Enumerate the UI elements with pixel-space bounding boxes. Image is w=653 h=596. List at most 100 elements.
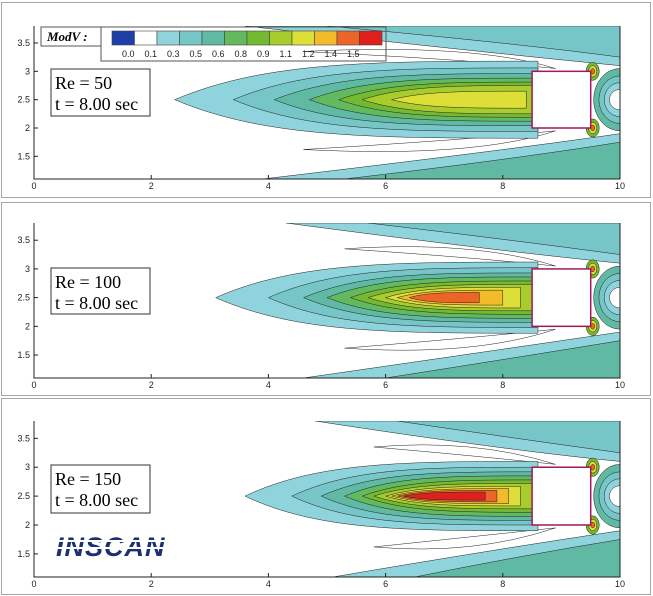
legend-tick-label: 0.1 <box>144 49 157 59</box>
legend-swatch-1 <box>111 30 135 46</box>
legend-tick-label: 1.4 <box>324 49 337 59</box>
legend-tick-label: 0.5 <box>189 49 202 59</box>
y-tick-label: 1.5 <box>17 350 30 360</box>
y-tick-label: 2 <box>25 123 30 133</box>
legend-swatch-2 <box>134 30 158 46</box>
contour-band-10 <box>403 491 486 501</box>
wake-contour-4 <box>609 89 620 111</box>
contour-plot-area <box>34 421 620 577</box>
legend-swatch-10 <box>314 30 338 46</box>
legend-tick-label: 0.0 <box>122 49 135 59</box>
legend-tick-label: 0.8 <box>234 49 247 59</box>
y-tick-label: 3.5 <box>17 235 30 245</box>
lower-far-field-2 <box>344 141 620 179</box>
obstacle <box>531 466 592 526</box>
x-tick-label: 10 <box>615 579 625 589</box>
y-tick-label: 3 <box>25 66 30 76</box>
y-tick-label: 2 <box>25 520 30 530</box>
upper-far-field-2 <box>367 223 620 255</box>
legend-tick-label: 0.3 <box>167 49 180 59</box>
reynolds-label: Re = 50 <box>55 73 112 93</box>
legend-swatch-5 <box>201 30 225 46</box>
x-tick-label: 8 <box>500 181 505 191</box>
legend-swatch-11 <box>336 30 360 46</box>
upper-shear-layer <box>303 49 556 69</box>
time-label: t = 8.00 sec <box>55 293 138 313</box>
legend-tick-label: 1.1 <box>279 49 292 59</box>
y-tick-label: 3.5 <box>17 433 30 443</box>
lower-shear-layer <box>344 328 556 351</box>
x-tick-label: 0 <box>31 181 36 191</box>
reynolds-label: Re = 100 <box>55 272 121 292</box>
legend-swatch-4 <box>179 30 203 46</box>
x-tick-label: 2 <box>149 579 154 589</box>
legend-tick-label: 1.2 <box>302 49 315 59</box>
contour-band-9 <box>408 292 480 304</box>
annotation-box <box>50 464 151 514</box>
x-tick-label: 0 <box>31 380 36 390</box>
x-tick-label: 4 <box>266 579 271 589</box>
y-tick-label: 2.5 <box>17 293 30 303</box>
x-tick-label: 4 <box>266 181 271 191</box>
obstacle <box>531 70 592 129</box>
legend-title: ModV : <box>46 29 88 44</box>
legend-swatch-3 <box>156 30 180 46</box>
legend-swatch-6 <box>224 30 248 46</box>
colour-legend: ModV : 0.0 0.1 0.3 0.5 0.6 0.8 0.9 1.1 1.2 1.4 1.5 <box>40 26 387 62</box>
lower-far-field-2 <box>385 340 620 378</box>
logo-stripe <box>54 540 224 542</box>
x-tick-label: 6 <box>383 181 388 191</box>
x-tick-label: 2 <box>149 380 154 390</box>
reynolds-label: Re = 150 <box>55 469 121 489</box>
y-tick-label: 2 <box>25 321 30 331</box>
legend-tick-label: 0.6 <box>212 49 225 59</box>
legend-frame <box>100 26 387 62</box>
lower-far-field-2 <box>414 539 620 577</box>
time-label: t = 8.00 sec <box>55 490 138 510</box>
y-tick-label: 1.5 <box>17 151 30 161</box>
x-tick-label: 8 <box>500 579 505 589</box>
upper-far-field-2 <box>397 421 620 454</box>
contour-plot-area <box>34 26 620 179</box>
obstacle <box>531 268 592 328</box>
panel-re-1: 0 2 4 6 8 10 1.5 2 2.5 3 3.5 Re = 50t = 8.00 sec <box>1 2 651 198</box>
x-tick-label: 6 <box>383 380 388 390</box>
y-tick-label: 3 <box>25 264 30 274</box>
wake-contour-4 <box>609 485 620 507</box>
logo-stripe <box>54 547 224 549</box>
y-tick-label: 2.5 <box>17 95 30 105</box>
x-tick-label: 4 <box>266 380 271 390</box>
y-tick-label: 3 <box>25 462 30 472</box>
legend-swatch-8 <box>269 30 293 46</box>
annotation-box <box>50 267 151 315</box>
upper-shear-layer <box>344 246 556 267</box>
axes-frame <box>33 421 621 578</box>
inscan-logo: INSCAN <box>54 532 224 562</box>
legend-tick-label: 0.9 <box>257 49 270 59</box>
x-tick-label: 2 <box>149 181 154 191</box>
y-tick-label: 1.5 <box>17 549 30 559</box>
contour-band-7 <box>391 90 527 109</box>
time-label: t = 8.00 sec <box>55 94 138 114</box>
legend-tick-label: 1.5 <box>347 49 360 59</box>
y-tick-label: 2.5 <box>17 491 30 501</box>
wake-contour-4 <box>609 287 620 309</box>
legend-tick-labels: 0.0 0.1 0.3 0.5 0.6 0.8 0.9 1.1 1.2 1.4 1.5 <box>122 49 360 59</box>
annotation-box <box>50 68 151 117</box>
x-tick-label: 6 <box>383 579 388 589</box>
y-tick-label: 3.5 <box>17 38 30 48</box>
upper-shear-layer <box>373 444 556 465</box>
legend-swatches <box>100 26 387 62</box>
x-tick-label: 10 <box>615 181 625 191</box>
lower-shear-layer <box>303 130 556 152</box>
legend-swatch-12 <box>359 30 383 46</box>
x-tick-label: 0 <box>31 579 36 589</box>
axes-frame <box>33 26 621 180</box>
x-tick-label: 10 <box>615 380 625 390</box>
legend-swatch-9 <box>291 30 315 46</box>
x-tick-label: 8 <box>500 380 505 390</box>
legend-swatch-7 <box>246 30 270 46</box>
